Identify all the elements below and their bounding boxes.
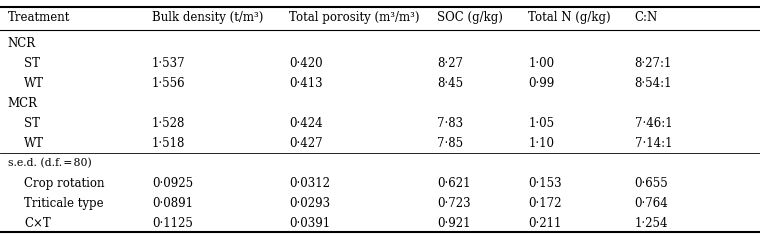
Text: SOC (g/kg): SOC (g/kg) (437, 11, 503, 24)
Text: 0·0391: 0·0391 (289, 216, 330, 230)
Text: 8·54:1: 8·54:1 (635, 77, 672, 90)
Text: Treatment: Treatment (8, 11, 70, 24)
Text: 0·211: 0·211 (528, 216, 562, 230)
Text: 8·27: 8·27 (437, 57, 463, 70)
Text: 8·27:1: 8·27:1 (635, 57, 672, 70)
Text: 0·1125: 0·1125 (152, 216, 193, 230)
Text: ST: ST (24, 117, 40, 130)
Text: 0·427: 0·427 (289, 137, 322, 150)
Text: 0·153: 0·153 (528, 177, 562, 190)
Text: 8·45: 8·45 (437, 77, 463, 90)
Text: 7·83: 7·83 (437, 117, 463, 130)
Text: 1·537: 1·537 (152, 57, 185, 70)
Text: Total N (g/kg): Total N (g/kg) (528, 11, 611, 24)
Text: 0·655: 0·655 (635, 177, 668, 190)
Text: Crop rotation: Crop rotation (24, 177, 105, 190)
Text: 7·46:1: 7·46:1 (635, 117, 673, 130)
Text: 0·621: 0·621 (437, 177, 470, 190)
Text: WT: WT (24, 77, 44, 90)
Text: s.e.d. (d.f. = 80): s.e.d. (d.f. = 80) (8, 158, 91, 169)
Text: 1·528: 1·528 (152, 117, 185, 130)
Text: MCR: MCR (8, 97, 37, 110)
Text: 1·556: 1·556 (152, 77, 185, 90)
Text: 0·413: 0·413 (289, 77, 322, 90)
Text: Total porosity (m³/m³): Total porosity (m³/m³) (289, 11, 420, 24)
Text: Bulk density (t/m³): Bulk density (t/m³) (152, 11, 264, 24)
Text: 7·85: 7·85 (437, 137, 463, 150)
Text: 0·420: 0·420 (289, 57, 322, 70)
Text: 7·14:1: 7·14:1 (635, 137, 672, 150)
Text: NCR: NCR (8, 37, 36, 50)
Text: 0·0925: 0·0925 (152, 177, 193, 190)
Text: 0·424: 0·424 (289, 117, 322, 130)
Text: 1·10: 1·10 (528, 137, 554, 150)
Text: 1·00: 1·00 (528, 57, 554, 70)
Text: 1·254: 1·254 (635, 216, 668, 230)
Text: 0·0312: 0·0312 (289, 177, 330, 190)
Text: 0·723: 0·723 (437, 197, 470, 210)
Text: 0·0293: 0·0293 (289, 197, 330, 210)
Text: ST: ST (24, 57, 40, 70)
Text: 0·764: 0·764 (635, 197, 668, 210)
Text: 0·99: 0·99 (528, 77, 555, 90)
Text: C:N: C:N (635, 11, 658, 24)
Text: 0·921: 0·921 (437, 216, 470, 230)
Text: 0·0891: 0·0891 (152, 197, 193, 210)
Text: WT: WT (24, 137, 44, 150)
Text: 0·172: 0·172 (528, 197, 562, 210)
Text: Triticale type: Triticale type (24, 197, 104, 210)
Text: 1·05: 1·05 (528, 117, 554, 130)
Text: C×T: C×T (24, 216, 51, 230)
Text: 1·518: 1·518 (152, 137, 185, 150)
